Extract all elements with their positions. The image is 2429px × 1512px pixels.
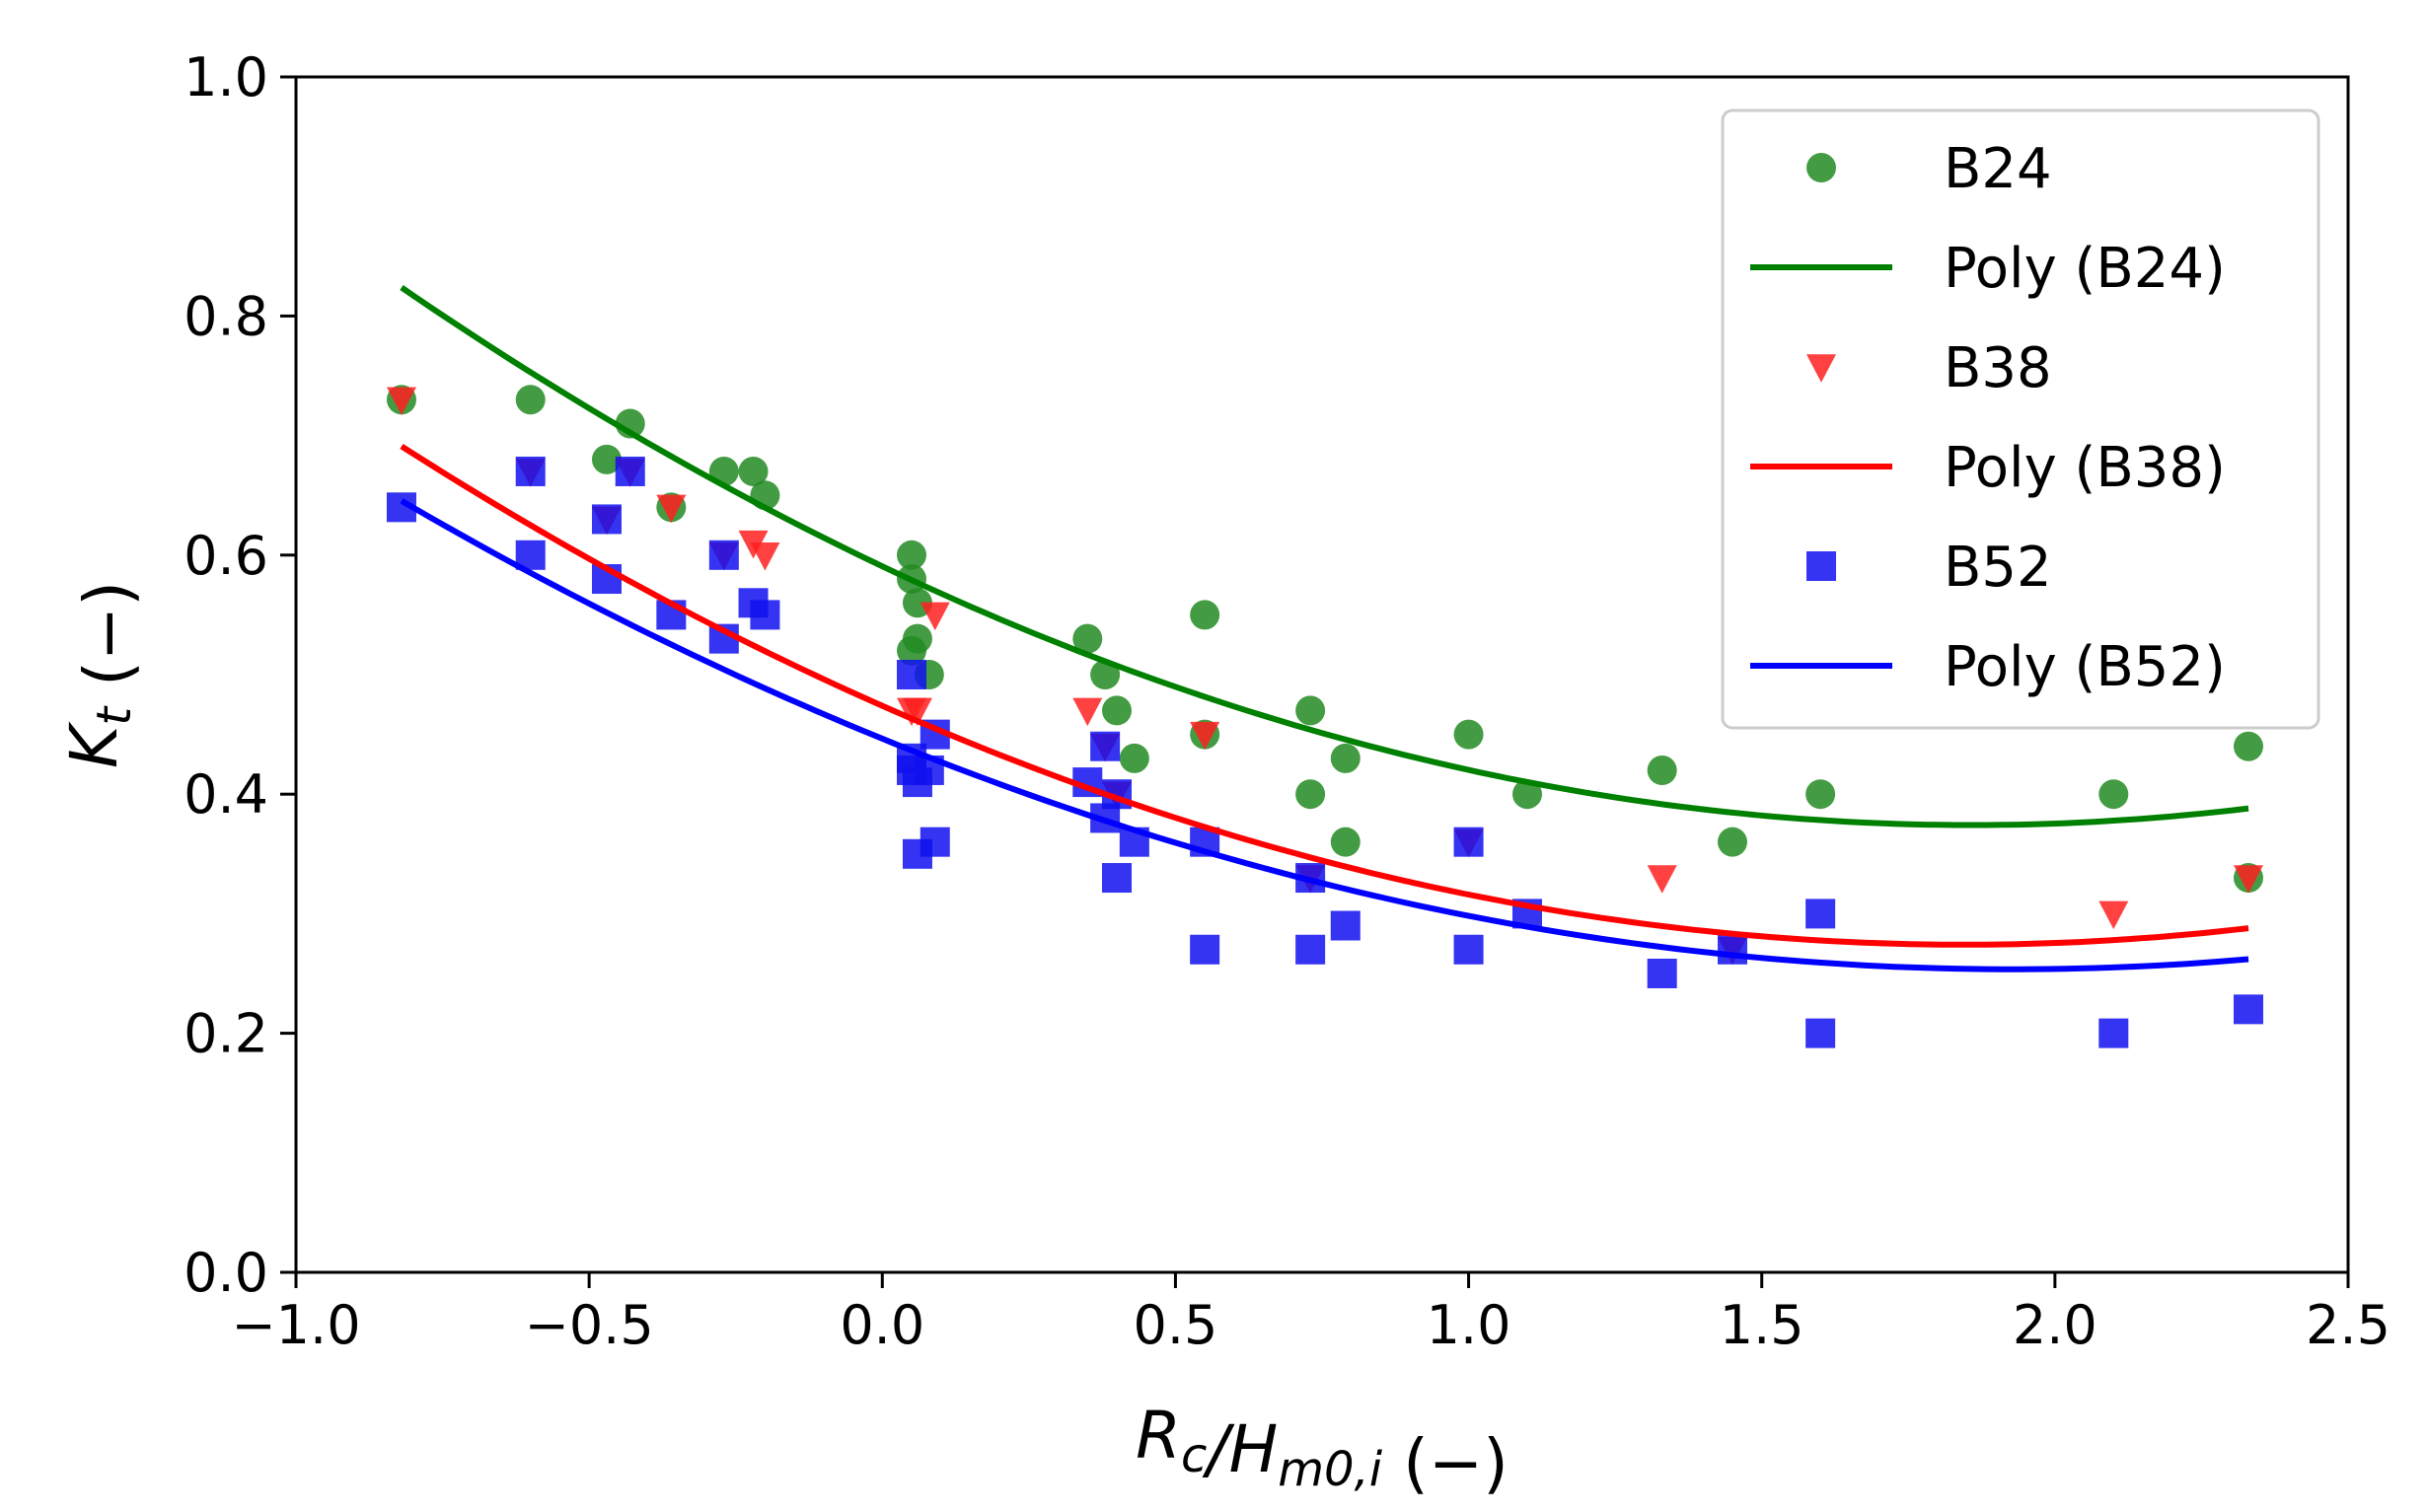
x-axis-label: Rc/Hm0,i (−) — [1136, 1398, 1509, 1501]
legend-marker — [1806, 354, 1836, 383]
data-point-b24 — [1119, 743, 1149, 773]
data-point-b24 — [897, 635, 926, 666]
legend-label: Poly (B38) — [1944, 436, 2226, 500]
data-point-b24 — [1190, 600, 1220, 630]
data-point-b24 — [1330, 743, 1361, 773]
data-point-b38 — [750, 542, 780, 571]
data-point-b38 — [386, 387, 416, 415]
data-point-b52 — [1090, 731, 1121, 761]
data-point-b52 — [2233, 994, 2263, 1025]
legend-marker — [1806, 153, 1836, 182]
legend-item: Poly (B38) — [1750, 436, 2226, 500]
data-point-b24 — [1805, 779, 1836, 810]
data-point-b38 — [1190, 721, 1220, 751]
legend-label: B52 — [1944, 536, 2052, 600]
data-point-b24 — [1072, 623, 1103, 654]
legend-item: B24 — [1806, 137, 2052, 201]
x-tick-label: −0.5 — [525, 1294, 654, 1356]
x-tick-label: 0.5 — [1133, 1294, 1217, 1356]
y-tick-label: 1.0 — [184, 46, 268, 108]
data-point-b24 — [1295, 695, 1326, 726]
x-tick-label: 0.0 — [840, 1294, 924, 1356]
x-tick-label: 2.5 — [2306, 1294, 2391, 1356]
data-point-b52 — [1805, 1018, 1836, 1048]
legend-label: B38 — [1944, 336, 2052, 400]
data-point-b52 — [591, 504, 622, 535]
data-point-b24 — [897, 540, 926, 570]
data-point-b52 — [920, 827, 950, 857]
legend-item: Poly (B52) — [1750, 635, 2226, 699]
trend-line-poly-b38 — [400, 443, 2249, 948]
data-point-b52 — [1805, 899, 1836, 929]
data-point-b52 — [1453, 827, 1484, 857]
x-tick-label: 1.5 — [1720, 1294, 1804, 1356]
data-point-b24 — [1647, 755, 1677, 785]
data-point-b38 — [920, 602, 950, 631]
legend-item: B38 — [1806, 336, 2052, 400]
data-point-b52 — [708, 540, 739, 570]
data-point-b52 — [1295, 934, 1326, 965]
y-tick-label: 0.2 — [184, 1003, 268, 1065]
data-point-b52 — [1453, 934, 1484, 965]
data-point-b52 — [1718, 934, 1747, 965]
data-point-b52 — [515, 456, 546, 486]
data-point-b38 — [656, 494, 687, 524]
data-point-b24 — [1295, 779, 1326, 810]
y-tick-label: 0.8 — [184, 285, 268, 347]
y-tick-label: 0.4 — [184, 763, 268, 826]
data-point-b24 — [1718, 827, 1747, 857]
data-point-b24 — [2098, 779, 2129, 810]
data-point-b52 — [1330, 910, 1361, 941]
y-tick-label: 0.0 — [184, 1242, 268, 1304]
legend: B24 Poly (B24) B38 Poly (B38) B52 Poly (B52) — [1721, 108, 2320, 730]
data-point-b52 — [2098, 1018, 2129, 1048]
data-point-b24 — [738, 456, 769, 486]
legend-marker — [1806, 551, 1836, 581]
data-point-b24 — [1512, 779, 1542, 810]
trend-line-poly-b24 — [400, 285, 2249, 828]
series-layer — [386, 285, 2263, 1048]
data-point-b24 — [1102, 695, 1132, 726]
data-point-b52 — [615, 456, 645, 486]
data-point-b24 — [591, 444, 622, 474]
data-point-b52 — [1647, 959, 1677, 988]
data-point-b38 — [2233, 865, 2263, 894]
x-tick-label: 1.0 — [1427, 1294, 1511, 1356]
legend-item: Poly (B24) — [1750, 237, 2226, 301]
y-axis-label: Kt (−) — [56, 581, 146, 768]
data-point-b24 — [1453, 719, 1484, 750]
data-point-b24 — [515, 385, 546, 415]
data-point-b38 — [2098, 900, 2129, 930]
trend-line-poly-b52 — [400, 498, 2249, 972]
x-tick-label: 2.0 — [2013, 1294, 2098, 1356]
data-point-b24 — [2233, 731, 2263, 761]
x-tick-label: −1.0 — [231, 1294, 360, 1356]
data-point-b52 — [897, 660, 926, 689]
data-point-b52 — [1102, 863, 1132, 894]
data-point-b38 — [1072, 697, 1103, 727]
data-point-b52 — [750, 600, 780, 630]
axes-frame — [294, 75, 2350, 1274]
data-point-b24 — [1330, 827, 1361, 857]
legend-item: B52 — [1806, 536, 2052, 600]
data-point-b52 — [1190, 934, 1220, 965]
data-point-b38 — [902, 697, 932, 727]
data-point-b38 — [1647, 865, 1677, 894]
legend-label: B24 — [1944, 137, 2052, 201]
ticks-layer: −1.0 −0.5 0.0 0.5 1.0 1.5 2.0 2.5 0.0 0.2 0.4 0.6 0.… — [184, 46, 2391, 1356]
legend-label: Poly (B52) — [1944, 635, 2226, 699]
y-tick-label: 0.6 — [184, 525, 268, 587]
legend-label: Poly (B24) — [1944, 237, 2226, 301]
